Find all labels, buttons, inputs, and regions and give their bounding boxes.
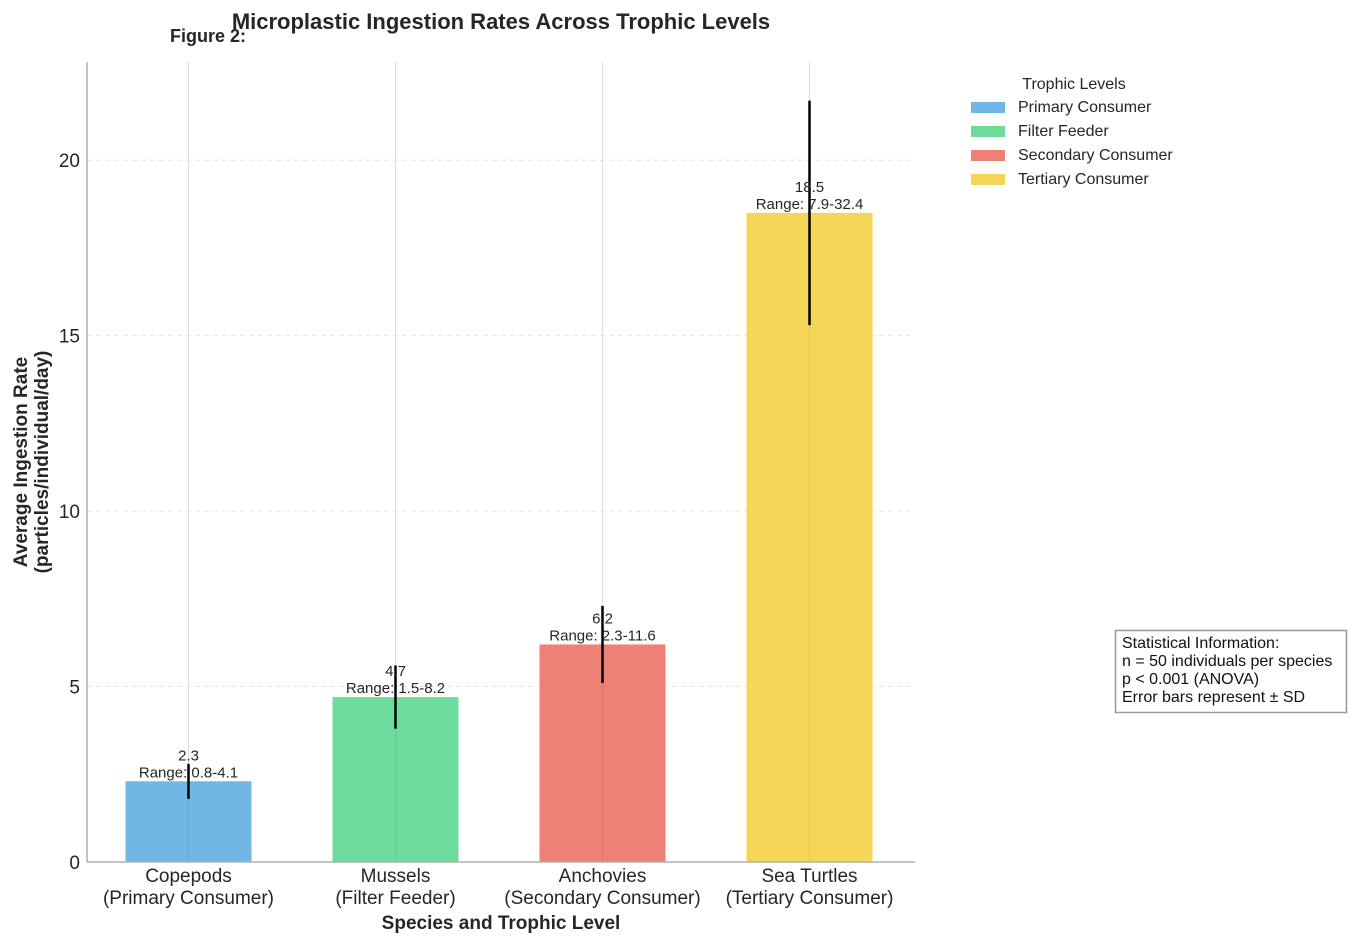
range-label: Range: 1.5-8.2 — [346, 680, 445, 697]
legend-label: Primary Consumer — [1018, 99, 1152, 116]
x-tick-sublabel: (Secondary Consumer) — [504, 888, 700, 909]
x-axis-label: Species and Trophic Level — [382, 913, 621, 934]
value-label: 18.5 — [795, 179, 824, 196]
x-tick-label: Copepods — [145, 866, 232, 887]
legend-swatch — [971, 126, 1005, 137]
y-tick-label: 15 — [59, 327, 80, 348]
y-tick-label: 5 — [69, 678, 80, 699]
y-axis-label-line-2: (particles/individual/day) — [32, 351, 53, 574]
stats-box: Statistical Information:n = 50 individua… — [1114, 629, 1348, 714]
legend: Trophic Levels Primary Consumer Filter Fe… — [971, 76, 1173, 188]
value-label: 6.2 — [592, 610, 613, 627]
x-tick-label: Sea Turtles — [761, 866, 857, 887]
legend-label: Tertiary Consumer — [1018, 171, 1149, 188]
legend-title: Trophic Levels — [1022, 76, 1125, 93]
legend-swatch — [971, 150, 1005, 161]
x-tick-sublabel: (Tertiary Consumer) — [726, 888, 894, 909]
y-tick-label: 20 — [59, 151, 80, 172]
stats-box-frame — [1114, 629, 1348, 714]
value-label: 4.7 — [385, 663, 406, 680]
legend-label: Secondary Consumer — [1018, 147, 1173, 164]
legend-swatch — [971, 102, 1005, 113]
bars — [125, 212, 873, 862]
value-label: 2.3 — [178, 747, 199, 764]
chart-title: Microplastic Ingestion Rates Across Trop… — [232, 9, 770, 34]
range-label: Range: 7.9-32.4 — [756, 196, 864, 213]
stats-line: Error bars represent ± SD — [1122, 689, 1305, 706]
stats-line: p < 0.001 (ANOVA) — [1122, 671, 1259, 688]
y-tick-label: 0 — [69, 853, 80, 874]
x-tick-label: Mussels — [361, 866, 431, 887]
x-tick-label: Anchovies — [559, 866, 647, 887]
legend-swatch — [971, 174, 1005, 185]
x-tick-sublabel: (Primary Consumer) — [103, 888, 274, 909]
y-tick-label: 10 — [59, 502, 80, 523]
range-label: Range: 0.8-4.1 — [139, 764, 238, 781]
range-label: Range: 2.3-11.6 — [549, 627, 655, 644]
stats-line: n = 50 individuals per species — [1122, 653, 1332, 670]
legend-label: Filter Feeder — [1018, 123, 1109, 140]
stats-line: Statistical Information: — [1122, 635, 1279, 652]
y-axis-label-line-1: Average Ingestion Rate — [11, 357, 32, 567]
axes: 0 5 10 15 20 Copepods(Primary Consumer) Mussel… — [59, 62, 915, 909]
x-tick-sublabel: (Filter Feeder) — [335, 888, 455, 909]
figure-label: Figure 2: — [170, 26, 246, 46]
y-axis-label: Average Ingestion Rate (particles/indivi… — [11, 351, 53, 574]
